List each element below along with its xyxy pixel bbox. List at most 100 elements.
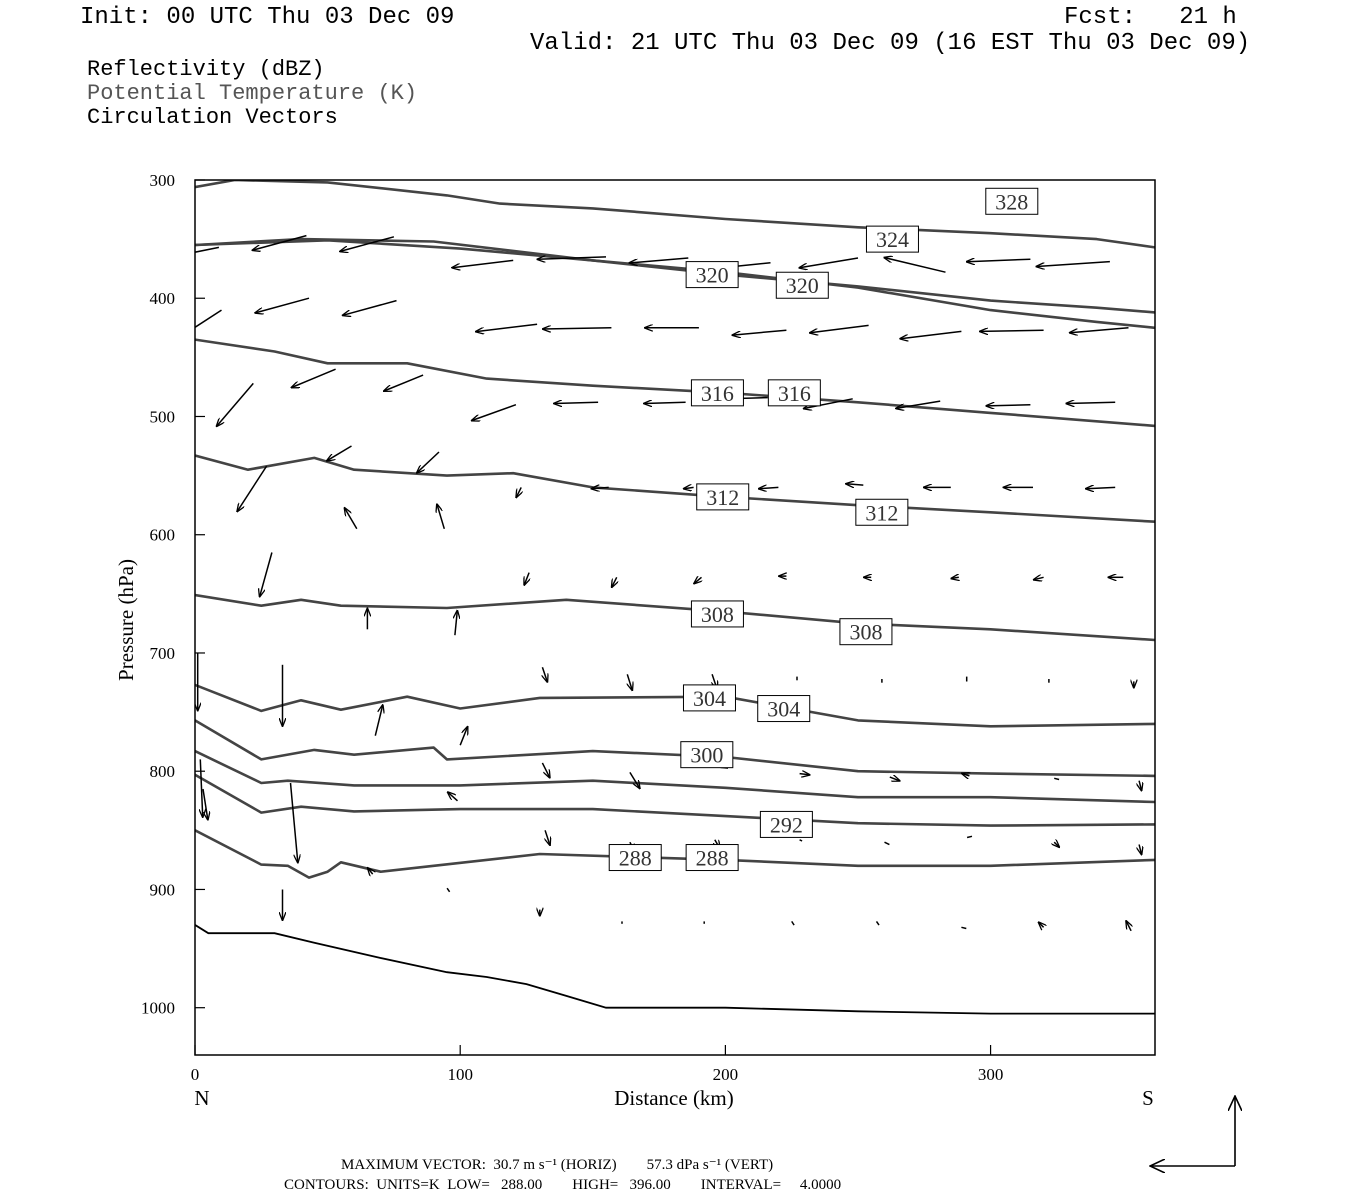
y-tick-label: 300: [150, 171, 176, 190]
circulation-vector: [1054, 842, 1059, 847]
circulation-vector: [629, 772, 640, 788]
circulation-vector: [1037, 260, 1110, 267]
circulation-vector: [545, 830, 550, 845]
isentrope-324: [195, 237, 1155, 314]
circulation-vector: [237, 465, 268, 511]
contour-info-note: CONTOURS: UNITS=K LOW= 288.00 HIGH= 396.…: [284, 1177, 842, 1193]
y-tick-label: 1000: [141, 999, 175, 1018]
circulation-vector: [437, 504, 446, 530]
circulation-vector: [538, 257, 607, 259]
circulation-vector: [516, 487, 521, 497]
circulation-vector: [289, 782, 298, 862]
x-tick-label: 200: [713, 1065, 739, 1084]
y-tick-label: 500: [150, 407, 176, 426]
circulation-vector: [592, 487, 609, 488]
circulation-vector: [195, 246, 220, 253]
isentrope-label-box: [985, 187, 1039, 215]
plot-frame: [194, 179, 1156, 1056]
init-time: Init: 00 UTC Thu 03 Dec 09: [80, 4, 455, 31]
isentrope-label-box: [696, 483, 750, 511]
circulation-vector: [875, 920, 880, 926]
circulation-vector: [459, 727, 467, 746]
circulation-vector: [846, 484, 864, 485]
isentrope-label: 304: [767, 697, 800, 722]
isentrope-label: 328: [995, 189, 1028, 214]
circulation-vector: [967, 259, 1031, 262]
x-end-label-north: N: [194, 1086, 209, 1110]
circulation-vector: [202, 788, 208, 820]
isentrope-label-box: [839, 618, 893, 646]
circulation-vector: [554, 402, 599, 403]
isentrope-label: 308: [849, 620, 882, 645]
isentrope-label-box: [767, 379, 821, 407]
circulation-vector: [448, 792, 458, 802]
y-tick-label: 400: [150, 289, 176, 308]
circulation-vector: [810, 324, 869, 332]
circulation-vector: [630, 257, 689, 263]
circulation-vector: [452, 259, 514, 267]
circulation-vector: [986, 405, 1031, 406]
isentrope-label-box: [685, 844, 739, 872]
isentrope-292: [195, 773, 1155, 827]
isentrope-label: 308: [701, 602, 734, 627]
circulation-vector: [200, 759, 202, 816]
circulation-vector: [524, 572, 529, 585]
circulation-vector: [694, 577, 701, 583]
circulation-vector: [1139, 780, 1141, 791]
circulation-vector: [791, 920, 795, 926]
isentrope-label-box: [685, 261, 739, 289]
reference-vector-key: [1150, 1096, 1235, 1166]
circulation-vector: [1066, 402, 1116, 403]
circulation-vector: [543, 328, 612, 329]
isentrope-328: [195, 180, 1155, 249]
isentrope-288: [195, 829, 1155, 879]
isentrope-label-box: [682, 684, 736, 712]
isentrope-label-box: [759, 810, 813, 838]
circulation-vector: [255, 297, 310, 313]
circulation-vector: [799, 774, 810, 775]
isentrope-320: [195, 239, 1155, 330]
circulation-vector: [541, 762, 549, 778]
circulation-vector: [612, 576, 617, 587]
isentrope-304: [195, 683, 1155, 728]
isentrope-label: 288: [696, 846, 729, 871]
circulation-vector: [472, 403, 517, 421]
isentrope-label-box: [757, 695, 811, 723]
circulation-vector: [343, 299, 397, 316]
circulation-vector: [900, 330, 962, 338]
circulation-vector: [884, 258, 946, 273]
isentrope-label: 316: [778, 381, 811, 406]
y-tick-label: 900: [150, 880, 176, 899]
isentrope-label: 320: [696, 263, 729, 288]
circulation-vector: [961, 926, 967, 930]
forecast-hour: Fcst: 21 h: [1064, 4, 1237, 31]
field-reflectivity: Reflectivity (dBZ): [87, 57, 325, 82]
circulation-vector: [884, 841, 890, 846]
circulation-vector: [1054, 777, 1060, 781]
isentrope-label: 292: [770, 812, 803, 837]
field-circulation-vectors: Circulation Vectors: [87, 105, 338, 130]
isentrope-label-box: [690, 600, 744, 628]
isentrope-label-box: [865, 225, 919, 253]
circulation-vector: [951, 577, 958, 578]
circulation-vector: [1126, 921, 1131, 932]
x-tick-label: 100: [447, 1065, 473, 1084]
circulation-vector: [684, 487, 694, 488]
circulation-vector: [368, 868, 373, 874]
isentrope-label-box: [608, 844, 662, 872]
circulation-vector: [1086, 487, 1116, 488]
circulation-vector: [889, 777, 900, 781]
isentrope-label: 304: [693, 686, 726, 711]
isentrope-label-box: [775, 271, 829, 299]
circulation-vector: [542, 666, 547, 682]
circulation-vector: [217, 382, 254, 426]
isentrope-label: 300: [690, 743, 723, 768]
y-tick-label: 700: [150, 644, 176, 663]
circulation-vector: [1070, 327, 1129, 333]
terrain-line: [195, 924, 1155, 1015]
circulation-vector: [799, 257, 859, 268]
circulation-vector: [1034, 577, 1044, 579]
circulation-vector: [1139, 844, 1141, 855]
x-tick-label: 300: [978, 1065, 1004, 1084]
isentrope-label: 316: [701, 381, 734, 406]
